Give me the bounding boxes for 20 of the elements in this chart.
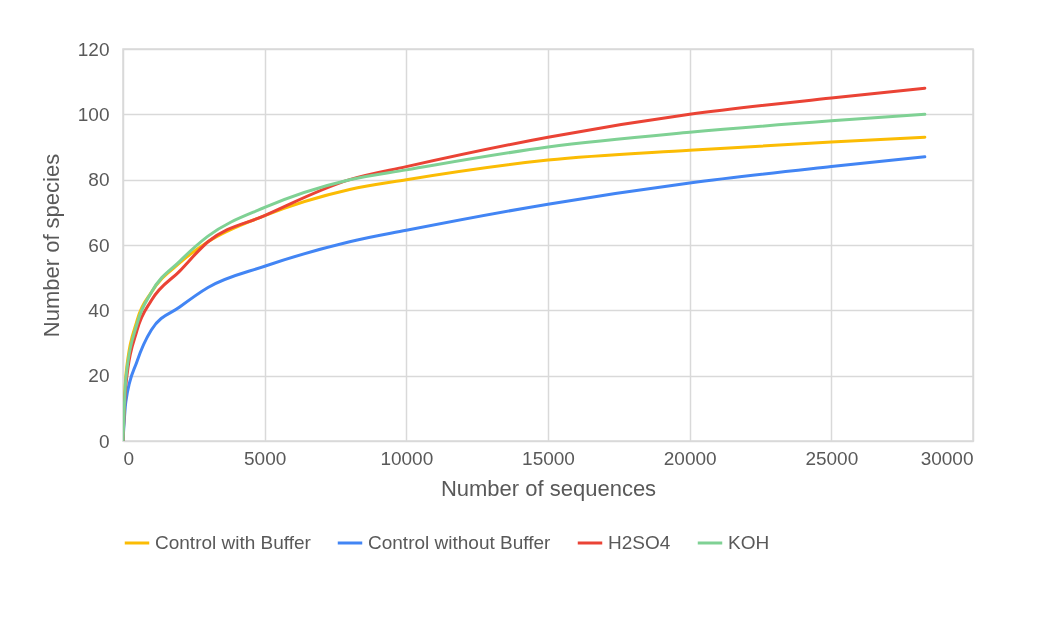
legend-label: Control with Buffer xyxy=(155,532,312,553)
y-tick-label: 0 xyxy=(98,430,110,452)
legend-label: H2SO4 xyxy=(608,532,671,553)
x-tick-label: 25000 xyxy=(805,447,859,469)
x-tick-label: 10000 xyxy=(380,447,434,469)
x-axis-title: Number of sequences xyxy=(440,475,657,501)
y-tick-label: 20 xyxy=(88,365,110,387)
y-tick-label: 120 xyxy=(77,38,110,60)
x-tick-label: 0 xyxy=(123,447,135,469)
y-tick-label: 60 xyxy=(88,234,110,256)
x-tick-label: 5000 xyxy=(244,447,287,469)
x-tick-label: 20000 xyxy=(663,447,717,469)
y-tick-label: 100 xyxy=(77,103,110,125)
legend-label: KOH xyxy=(728,532,770,553)
y-axis-title: Number of species xyxy=(38,153,64,338)
y-tick-label: 80 xyxy=(88,169,110,191)
y-tick-label: 40 xyxy=(88,299,110,321)
legend-label: Control without Buffer xyxy=(368,532,552,553)
x-tick-label: 30000 xyxy=(920,447,974,469)
x-tick-label: 15000 xyxy=(522,447,575,469)
